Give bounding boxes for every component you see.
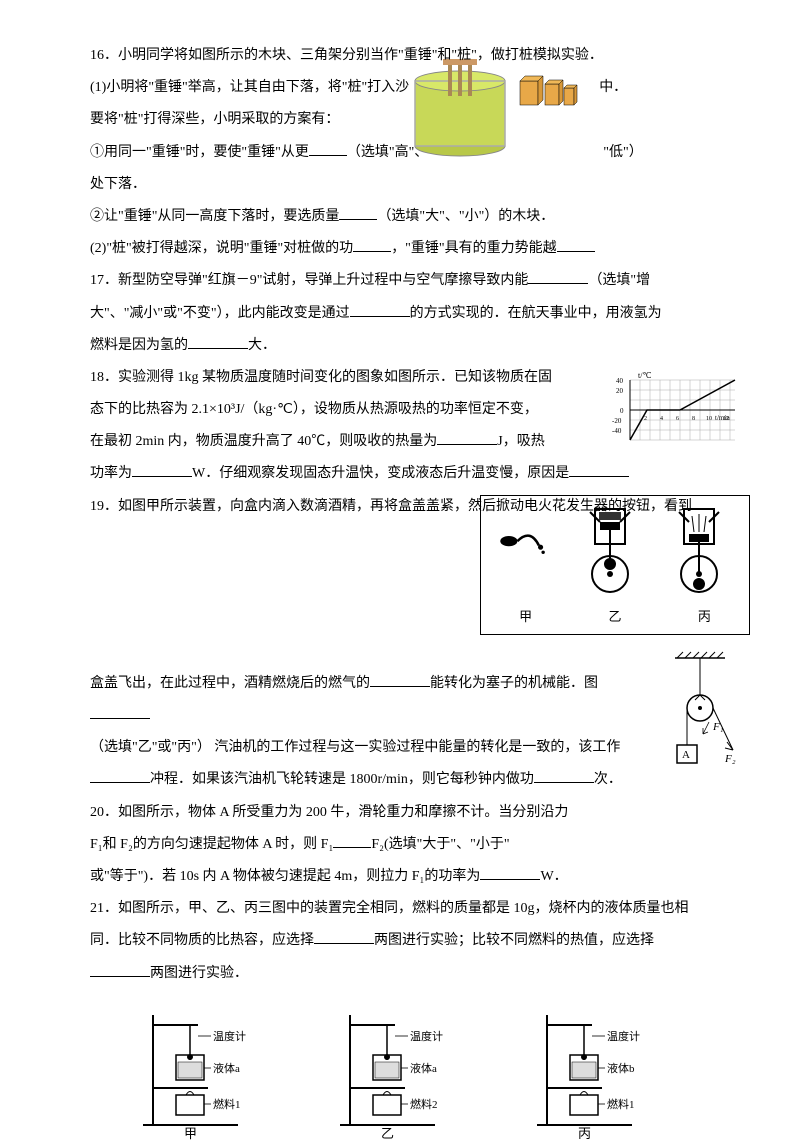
svg-text:燃料1: 燃料1 [213, 1097, 241, 1111]
svg-text:温度计: 温度计 [213, 1029, 246, 1043]
svg-text:液体b: 液体b [607, 1061, 635, 1075]
q18-p1: 18．实验测得 1kg 某物质温度随时间变化的图象如图所示．已知该物质在固 [90, 362, 720, 394]
q16-p1: (1)小明将"重锤"举高，让其自由下落，将"桩"打入沙中． [90, 72, 720, 104]
svg-text:液体a: 液体a [213, 1061, 240, 1075]
figures-apparatus: 温度计 液体a 燃料1 甲 温度计 液体a 燃料2 乙 [90, 1000, 720, 1140]
svg-text:温度计: 温度计 [410, 1029, 443, 1043]
q18-p3: 在最初 2min 内，物质温度升高了 40℃，则吸收的热量为J，吸热 [90, 426, 720, 458]
engine-label-1: 甲 [519, 602, 532, 632]
q16-p2: 要将"桩"打得深些，小明采取的方案有： [90, 104, 720, 136]
svg-text:乙: 乙 [381, 1126, 394, 1140]
q19-p3: （选填"乙"或"丙"） 汽油机的工作过程与这一实验过程中能量的转化是一致的，该工… [90, 732, 720, 764]
svg-text:温度计: 温度计 [607, 1029, 640, 1043]
blank [480, 866, 540, 880]
q16-p6: (2)"桩"被打得越深，说明"重锤"对桩做的功，"重锤"具有的重力势能越 [90, 233, 720, 265]
apparatus-2: 温度计 液体a 燃料2 乙 [335, 1000, 475, 1140]
blank [132, 463, 192, 477]
blank [90, 769, 150, 783]
q17-p1: 17．新型防空导弹"红旗－9"试射，导弹上升过程中与空气摩擦导致内能（选填"增 [90, 265, 720, 297]
q19-p4: 冲程．如果该汽油机飞轮转速是 1800r/min，则它每秒钟内做功次． [90, 764, 720, 796]
svg-text:燃料1: 燃料1 [607, 1097, 635, 1111]
svg-text:F₂: F₂ [724, 753, 736, 765]
q16-p4: 处下落． [90, 169, 720, 201]
svg-text:液体a: 液体a [410, 1061, 437, 1075]
q16-p3: ①用同一"重锤"时，要使"重锤"从更（选填"高"、"低"） [90, 137, 720, 169]
q21-p1: 21．如图所示，甲、乙、丙三图中的装置完全相同，燃料的质量都是 10g，烧杯内的… [90, 893, 720, 925]
q20-p2: F₁和 F₂的方向匀速提起物体 A 时，则 F₁F₂(选填"大于"、"小于" [90, 829, 720, 861]
q21-p3: 两图进行实验． [90, 958, 720, 990]
svg-text:燃料2: 燃料2 [410, 1097, 438, 1111]
svg-text:丙: 丙 [578, 1126, 591, 1140]
blank [90, 963, 150, 977]
q17-p2: 大"、"减小"或"不变"），此内能改变是通过的方式实现的．在航天事业中，用液氢为 [90, 298, 720, 330]
q17-p3: 燃料是因为氢的大． [90, 330, 720, 362]
q18-p4: 功率为W．仔细观察发现固态升温快，变成液态后升温变慢，原因是 [90, 458, 720, 490]
blank [557, 238, 595, 252]
blank [314, 930, 374, 944]
q16-intro: 16．小明同学将如图所示的木块、三角架分别当作"重锤"和"桩"，做打桩模拟实验． [90, 40, 720, 72]
blank [188, 335, 248, 349]
q18-p2: 态下的比热容为 2.1×10³J/（kg·℃），设物质从热源吸热的功率恒定不变， [90, 394, 720, 426]
q21-p2: 同．比较不同物质的比热容，应选择两图进行实验；比较不同燃料的热值，应选择 [90, 925, 720, 957]
blank [353, 238, 391, 252]
q19-p2: 盒盖飞出，在此过程中，酒精燃烧后的燃气的能转化为塞子的机械能．图 [90, 668, 720, 732]
svg-text:甲: 甲 [184, 1126, 197, 1140]
svg-text:12: 12 [723, 416, 729, 422]
apparatus-1: 温度计 液体a 燃料1 甲 [138, 1000, 278, 1140]
engine-label-2: 乙 [608, 602, 621, 632]
blank [333, 834, 371, 848]
blank [370, 673, 430, 687]
q19-p1: 19．如图甲所示装置，向盒内滴入数滴酒精，再将盒盖盖紧，然后掀动电火花发生器的按… [90, 491, 720, 523]
blank [437, 431, 497, 445]
blank [569, 463, 629, 477]
blank [534, 769, 594, 783]
q16-p5: ②让"重锤"从同一高度下落时，要选质量（选填"大"、"小"）的木块． [90, 201, 720, 233]
engine-label-3: 丙 [698, 602, 711, 632]
apparatus-3: 温度计 液体b 燃料1 丙 [532, 1000, 672, 1140]
blank [528, 270, 588, 284]
blank [350, 303, 410, 317]
blank [339, 206, 377, 220]
q20-p3: 或"等于")．若 10s 内 A 物体被匀速提起 4m，则拉力 F₁的功率为W． [90, 861, 720, 893]
q20-p1: 20．如图所示，物体 A 所受重力为 200 牛，滑轮重力和摩擦不计。当分别沿力 [90, 797, 720, 829]
blank [309, 142, 347, 156]
blank [90, 705, 150, 719]
